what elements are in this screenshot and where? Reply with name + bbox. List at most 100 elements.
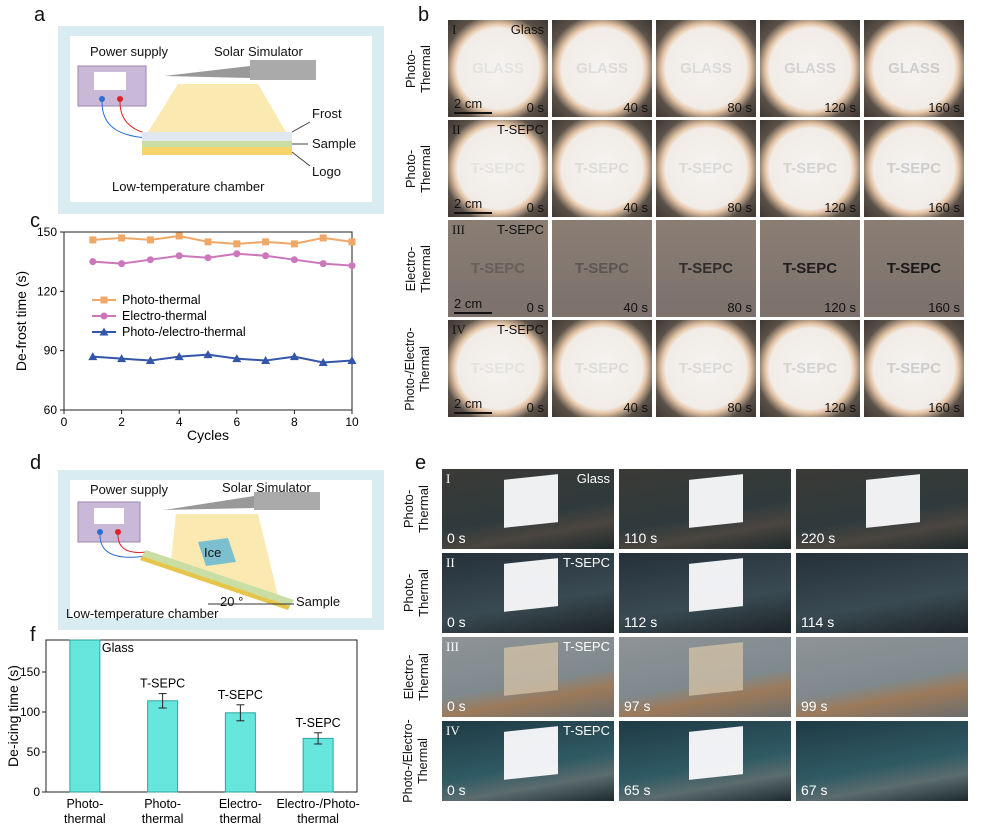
data-point (204, 254, 212, 262)
sample-logo-text: T-SEPC (574, 360, 630, 377)
defrost-image: GLASS 160 s (864, 20, 964, 117)
ice-block (866, 474, 920, 528)
sample-logo-text: T-SEPC (470, 260, 526, 277)
data-point (88, 352, 98, 361)
data-point (348, 262, 356, 270)
deicing-image: 114 s (796, 553, 968, 633)
deicing-image: 0 s IV T-SEPC (442, 721, 614, 801)
ice-block (689, 558, 743, 612)
defrost-image: T-SEPC 160 s (864, 320, 964, 417)
time-label: 80 s (727, 200, 752, 215)
scale-bar (454, 112, 492, 114)
defrost-image: T-SEPC 0 s IV T-SEPC 2 cm (448, 320, 548, 417)
data-point (118, 260, 126, 268)
scale-bar (454, 412, 492, 414)
series-line (92, 234, 353, 245)
scale-bar-label: 2 cm (454, 296, 483, 311)
data-point (261, 356, 271, 365)
time-label: 0 s (526, 100, 544, 115)
deicing-image: 65 s (619, 721, 791, 801)
sample-logo-text: T-SEPC (782, 360, 838, 377)
panel-label-c: c (30, 210, 40, 232)
defrost-image: T-SEPC 40 s (552, 320, 652, 417)
defrost-image: GLASS 0 s I Glass 2 cm (448, 20, 548, 117)
sample-logo-text: T-SEPC (886, 160, 942, 177)
sample-name: T-SEPC (497, 322, 544, 337)
y-tick-label: 50 (27, 745, 41, 759)
ice-block (689, 474, 743, 528)
row-roman: II (446, 555, 455, 570)
sample-name: T-SEPC (497, 222, 544, 237)
power-supply-label-d: Power supply (90, 482, 169, 497)
time-label: 120 s (824, 400, 856, 415)
defrost-image: T-SEPC 120 s (760, 120, 860, 217)
time-label: 0 s (526, 300, 544, 315)
time-label: 220 s (801, 530, 836, 546)
sample-label: Sample (312, 136, 357, 151)
data-point (233, 250, 241, 258)
time-label: 40 s (623, 300, 648, 315)
row-label: Electro- Thermal (403, 244, 433, 293)
sample-logo-text: T-SEPC (574, 260, 630, 277)
sample-logo-text: GLASS (576, 60, 628, 77)
x-tick-label: 2 (118, 415, 125, 429)
defrost-image: T-SEPC 80 s (656, 320, 756, 417)
panel-label-a: a (34, 4, 46, 26)
defrost-image: GLASS 40 s (552, 20, 652, 117)
data-point (204, 238, 212, 246)
sample-logo-text: GLASS (680, 60, 732, 77)
defrost-image: T-SEPC 160 s (864, 120, 964, 217)
series-line (92, 252, 353, 267)
x-tick-label: 8 (291, 415, 298, 429)
series-line (92, 353, 353, 364)
time-label: 65 s (624, 782, 651, 798)
time-label: 0 s (447, 614, 466, 630)
deicing-image: 0 s I Glass (442, 469, 614, 549)
row-roman: I (446, 471, 451, 486)
panel-b-defrost-images: Photo- Thermal GLASS 0 s I Glass 2 cm GLASS 40 s… (398, 20, 982, 420)
y-tick-label: 90 (44, 344, 58, 358)
time-label: 160 s (928, 400, 960, 415)
time-label: 80 s (727, 100, 752, 115)
defrost-image: T-SEPC 0 s III T-SEPC 2 cm (448, 220, 548, 317)
time-label: 0 s (447, 698, 466, 714)
time-label: 0 s (447, 782, 466, 798)
data-point (146, 256, 154, 264)
scale-bar-label: 2 cm (454, 196, 483, 211)
time-label: 40 s (623, 100, 648, 115)
y-tick-label: 120 (37, 284, 57, 298)
defrost-image: T-SEPC 120 s (760, 320, 860, 417)
chamber-label: Low-temperature chamber (112, 179, 265, 194)
defrost-image: T-SEPC 40 s (552, 220, 652, 317)
sample-name: Glass (576, 471, 610, 486)
time-label: 97 s (624, 698, 651, 714)
time-label: 0 s (526, 400, 544, 415)
x-tick-label: 4 (176, 415, 183, 429)
sample-logo-text: T-SEPC (782, 260, 838, 277)
category-label: Photo- (144, 797, 181, 811)
data-point (175, 252, 183, 260)
ice-block (504, 726, 558, 780)
schematic-a: Power supply Solar Simulator Frost Sampl… (58, 26, 384, 214)
panel-label-e: e (415, 452, 427, 474)
sample-name: T-SEPC (497, 122, 544, 137)
time-label: 160 s (928, 300, 960, 315)
time-label: 99 s (801, 698, 828, 714)
x-tick-label: 6 (233, 415, 240, 429)
power-supply-label: Power supply (90, 44, 169, 59)
data-point (318, 358, 328, 367)
bar-label: Glass (102, 641, 134, 655)
data-point (262, 252, 270, 260)
deicing-image: 67 s (796, 721, 968, 801)
time-label: 110 s (624, 530, 658, 546)
legend-marker (99, 327, 109, 336)
panel-label-b: b (418, 4, 430, 26)
sample-logo-text: GLASS (472, 60, 524, 77)
time-label: 80 s (727, 300, 752, 315)
schematic-d-drawing (77, 492, 320, 610)
sample-logo-text: T-SEPC (886, 260, 942, 277)
x-tick-label: 0 (61, 415, 68, 429)
data-point (233, 240, 241, 248)
data-point (347, 356, 357, 365)
data-point (89, 258, 97, 266)
